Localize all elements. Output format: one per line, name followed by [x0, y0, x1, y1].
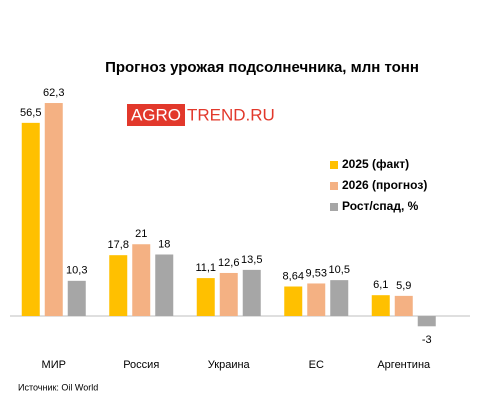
bar	[132, 244, 151, 317]
value-label: 8,64	[283, 270, 304, 282]
legend-label: 2025 (факт)	[342, 157, 409, 171]
bar	[284, 286, 303, 317]
bar	[67, 280, 86, 317]
value-label: 13,5	[241, 254, 262, 266]
chart-title: Прогноз урожая подсолнечника, млн тонн	[105, 59, 419, 76]
bar	[155, 254, 174, 317]
x-tick-label: МИР	[42, 359, 66, 371]
value-label: 17,8	[108, 239, 129, 251]
value-label: 56,5	[20, 107, 41, 119]
legend-swatch	[330, 182, 338, 190]
value-label: 11,1	[195, 262, 216, 274]
value-label: 21	[135, 228, 147, 240]
source: Источник: Oil World	[18, 382, 98, 392]
value-label: 62,3	[43, 87, 64, 99]
legend-label: 2026 (прогноз)	[342, 178, 427, 192]
x-tick-label: Россия	[123, 359, 159, 371]
x-tick-label: Украина	[208, 359, 251, 371]
logo-text: TREND.RU	[187, 105, 275, 124]
value-label: 6,1	[373, 279, 388, 291]
bar	[109, 255, 128, 317]
bar	[242, 269, 261, 317]
bar	[371, 295, 390, 317]
legend-swatch	[330, 203, 338, 211]
logo-text: AGRO	[131, 105, 181, 124]
bar	[219, 272, 238, 317]
legend-swatch	[330, 161, 338, 169]
logo-box	[127, 104, 185, 126]
bar	[21, 122, 40, 317]
value-label: 5,9	[396, 280, 411, 292]
x-tick-label: ЕС	[309, 359, 324, 371]
x-tick-label: Аргентина	[377, 359, 431, 371]
value-label: 10,3	[66, 265, 87, 277]
value-label: 12,6	[218, 257, 239, 269]
bar	[307, 283, 326, 317]
legend-label: Рост/спад, %	[342, 199, 419, 213]
bar	[394, 295, 413, 317]
value-label: 10,5	[329, 264, 350, 276]
value-label: -3	[422, 334, 432, 346]
bar	[196, 278, 215, 317]
value-label: 9,53	[306, 267, 327, 279]
bar	[44, 103, 63, 317]
value-label: 18	[158, 238, 170, 250]
bar	[417, 316, 436, 327]
bar	[330, 280, 349, 317]
